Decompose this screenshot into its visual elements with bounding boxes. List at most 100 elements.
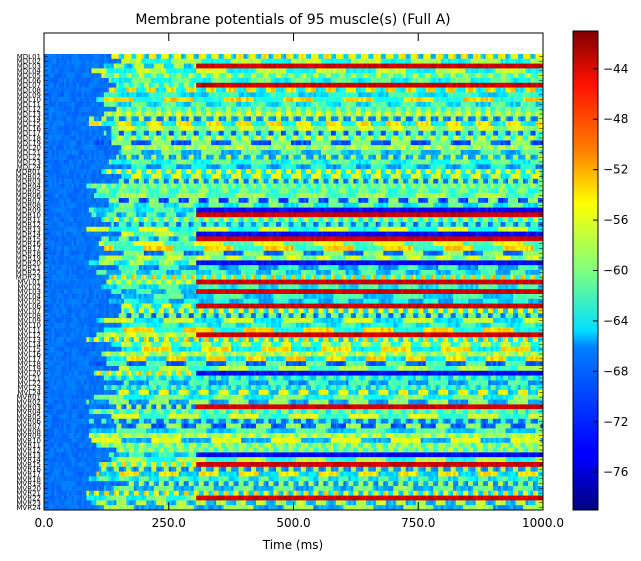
row-label: MDR14 bbox=[16, 231, 42, 239]
row-label: MVL10 bbox=[17, 322, 41, 330]
row-label: MVR17 bbox=[16, 471, 41, 479]
row-label: MDL22 bbox=[17, 154, 41, 162]
x-tick-label: 1000.0 bbox=[522, 516, 564, 530]
colorbar-tick-label: −48 bbox=[603, 112, 628, 126]
row-label: MDR18 bbox=[16, 250, 41, 258]
row-label: MVL08 bbox=[17, 312, 41, 320]
chart-title: Membrane potentials of 95 muscle(s) (Ful… bbox=[135, 12, 450, 28]
row-label: MDR04 bbox=[16, 183, 42, 191]
row-label: MVR05 bbox=[16, 413, 41, 421]
x-tick-label: 0.0 bbox=[34, 516, 53, 530]
colorbar-tick-label: −56 bbox=[603, 213, 628, 227]
row-label: MDL20 bbox=[17, 144, 41, 152]
row-label: MDL08 bbox=[17, 87, 41, 95]
row-label: MVR18 bbox=[16, 475, 41, 483]
row-label: MVR20 bbox=[16, 485, 41, 493]
row-label: MVR12 bbox=[16, 447, 41, 455]
row-label: MDR16 bbox=[16, 240, 42, 248]
row-label: MDR09 bbox=[16, 207, 41, 215]
row-label: MVR14 bbox=[16, 456, 41, 464]
row-label: MVL23 bbox=[17, 384, 41, 392]
row-label: MVL03 bbox=[17, 288, 41, 296]
row-label: MVL17 bbox=[17, 355, 41, 363]
row-label: MVL14 bbox=[17, 341, 41, 349]
x-tick-label: 500.0 bbox=[276, 516, 310, 530]
row-label: MDR11 bbox=[16, 216, 41, 224]
row-label: MVL22 bbox=[17, 379, 41, 387]
row-label: MVL07 bbox=[17, 307, 41, 315]
row-label: MVL02 bbox=[17, 283, 41, 291]
row-label: MDL06 bbox=[17, 77, 42, 85]
heatmap-cells bbox=[44, 54, 543, 510]
row-label: MVR06 bbox=[16, 418, 41, 426]
colorbar-tick-label: −76 bbox=[603, 465, 628, 479]
row-label: MDL10 bbox=[17, 96, 41, 104]
x-axis-label: Time (ms) bbox=[262, 538, 324, 552]
row-label: MVR19 bbox=[16, 480, 41, 488]
row-label: MVR23 bbox=[16, 499, 41, 507]
row-label: MVL20 bbox=[17, 370, 41, 378]
row-label: MVR01 bbox=[16, 394, 41, 402]
row-label: MVL21 bbox=[17, 375, 41, 383]
x-tick-label: 250.0 bbox=[152, 516, 186, 530]
row-label: MVR11 bbox=[16, 442, 41, 450]
row-label: MVL01 bbox=[17, 279, 41, 287]
row-label: MDR13 bbox=[16, 226, 41, 234]
row-label: MDL03 bbox=[17, 63, 41, 71]
row-label: MDL15 bbox=[17, 120, 41, 128]
row-label: MDR21 bbox=[16, 264, 41, 272]
row-label: MDR02 bbox=[16, 173, 41, 181]
row-label: MVL13 bbox=[17, 336, 41, 344]
row-label: MDL12 bbox=[17, 106, 41, 114]
row-label: MDL24 bbox=[17, 163, 42, 171]
row-label: MDL01 bbox=[17, 53, 41, 61]
colorbar-tick-label: −44 bbox=[603, 62, 628, 76]
row-label: MVL16 bbox=[17, 351, 41, 359]
row-label: MDL13 bbox=[17, 111, 41, 119]
row-label: MVR21 bbox=[16, 490, 41, 498]
row-label: MDR22 bbox=[16, 269, 41, 277]
colorbar-tick-label: −72 bbox=[603, 415, 628, 429]
row-label: MDL18 bbox=[17, 135, 41, 143]
row-label: MVL06 bbox=[17, 303, 41, 311]
row-label: MDR17 bbox=[16, 245, 41, 253]
row-label: MVR08 bbox=[16, 427, 41, 435]
row-label: MVR15 bbox=[16, 461, 41, 469]
row-label: MDL23 bbox=[17, 159, 41, 167]
row-label: MDL07 bbox=[17, 82, 41, 90]
row-label: MVR13 bbox=[16, 451, 41, 459]
colorbar-tick-label: −60 bbox=[603, 264, 628, 278]
row-label: MDR06 bbox=[16, 192, 42, 200]
row-label: MVL19 bbox=[17, 365, 41, 373]
row-label: MDR12 bbox=[16, 221, 41, 229]
row-label: MVR10 bbox=[16, 437, 41, 445]
row-label: MVR24 bbox=[16, 504, 41, 512]
row-label: MVR16 bbox=[16, 466, 41, 474]
x-axis: 0.0 250.0 500.0 750.0 1000.0 bbox=[34, 33, 564, 530]
row-label: MVL24 bbox=[17, 389, 41, 397]
row-label: MDL11 bbox=[17, 101, 41, 109]
row-label: MVL15 bbox=[17, 346, 41, 354]
row-label: MDR01 bbox=[16, 168, 41, 176]
row-label: MVL12 bbox=[17, 331, 41, 339]
row-label: MDL04 bbox=[17, 67, 42, 75]
row-label: MDR03 bbox=[16, 178, 41, 186]
row-label: MVL09 bbox=[17, 317, 41, 325]
row-label: MDR10 bbox=[16, 211, 41, 219]
row-label: MDL02 bbox=[17, 58, 41, 66]
row-label: MDR20 bbox=[16, 259, 41, 267]
heatmap-area bbox=[44, 33, 543, 510]
row-label: MVR07 bbox=[16, 423, 41, 431]
colorbar-tick-label: −64 bbox=[603, 314, 628, 328]
x-tick-label: 750.0 bbox=[401, 516, 435, 530]
row-label: MDL21 bbox=[17, 149, 41, 157]
row-label: MVR02 bbox=[16, 399, 41, 407]
row-label: MDR05 bbox=[16, 187, 41, 195]
row-label: MDR08 bbox=[16, 202, 41, 210]
row-label: MVR09 bbox=[16, 432, 41, 440]
row-label: MDL09 bbox=[17, 91, 41, 99]
row-label: MDR07 bbox=[16, 197, 41, 205]
row-label: MVR04 bbox=[16, 408, 41, 416]
colorbar-tick-label: −52 bbox=[603, 163, 628, 177]
